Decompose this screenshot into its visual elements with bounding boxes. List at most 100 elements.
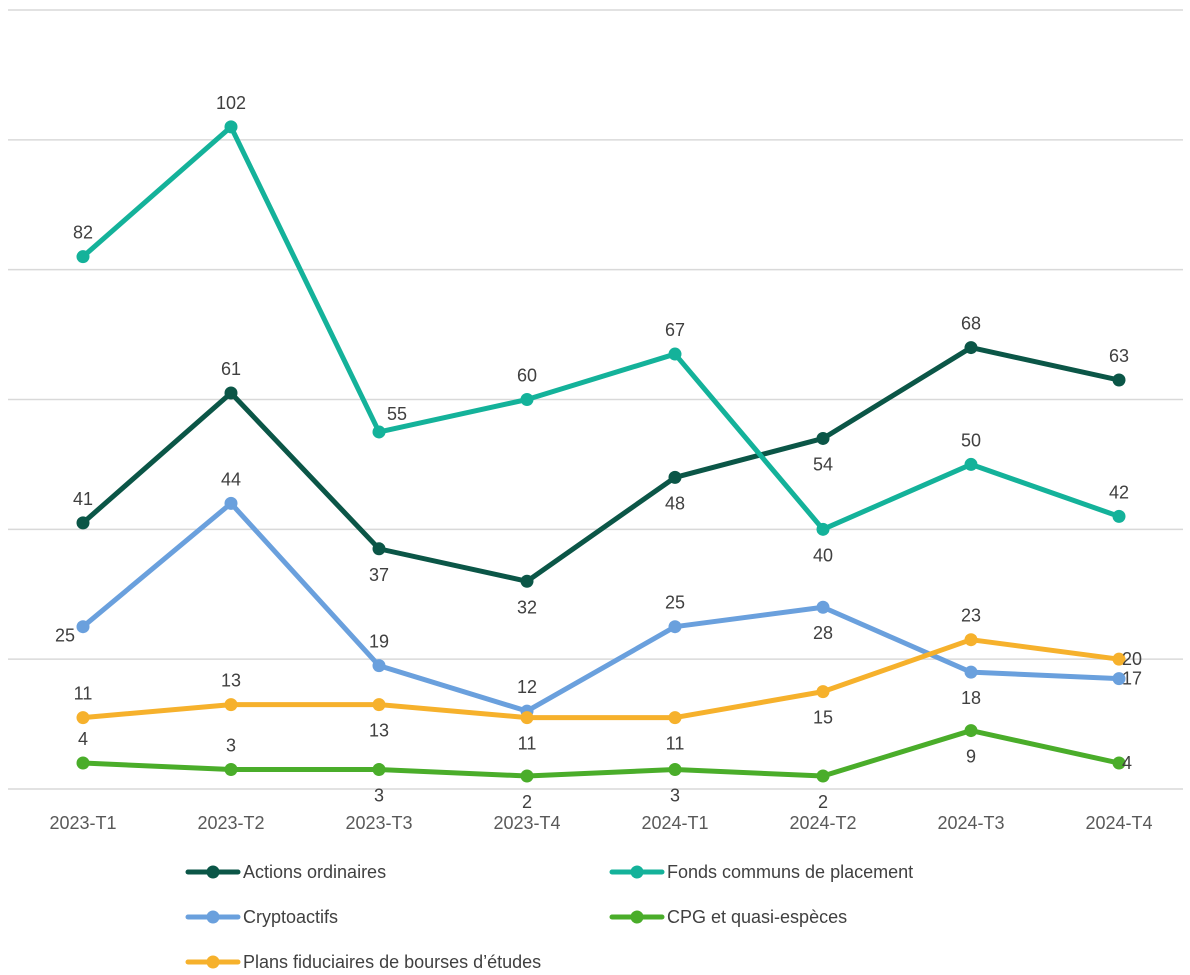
data-label-cryptoactifs: 25 — [665, 593, 685, 613]
data-point-cryptoactifs — [1112, 672, 1126, 686]
legend-label: CPG et quasi-espèces — [667, 907, 847, 927]
data-label-plans-fiduciaires-de-bourses-d-etudes: 20 — [1122, 649, 1142, 669]
data-point-plans-fiduciaires-de-bourses-d-etudes — [1112, 652, 1126, 666]
data-label-plans-fiduciaires-de-bourses-d-etudes: 11 — [518, 734, 537, 754]
x-tick-label: 2024-T4 — [1085, 813, 1152, 833]
data-label-cpg-et-quasi-especes: 4 — [78, 729, 88, 749]
data-label-actions-ordinaires: 54 — [813, 454, 833, 474]
data-label-actions-ordinaires: 68 — [961, 314, 981, 334]
x-tick-label: 2024-T2 — [789, 813, 856, 833]
gridlines — [8, 9, 1183, 790]
data-point-cpg-et-quasi-especes — [372, 763, 386, 777]
legend-item-actions-ordinaires: Actions ordinaires — [185, 862, 386, 882]
legend-label: Actions ordinaires — [243, 862, 386, 882]
data-label-cpg-et-quasi-especes: 2 — [818, 792, 828, 812]
data-point-fonds-communs-de-placement — [224, 120, 238, 134]
data-label-cryptoactifs: 17 — [1122, 669, 1142, 689]
legend-marker — [630, 910, 644, 924]
x-tick-label: 2024-T3 — [937, 813, 1004, 833]
x-tick-label: 2023-T2 — [197, 813, 264, 833]
data-label-fonds-communs-de-placement: 40 — [813, 545, 833, 565]
series-markers — [76, 120, 1126, 783]
data-label-plans-fiduciaires-de-bourses-d-etudes: 23 — [961, 606, 981, 626]
data-point-cryptoactifs — [816, 600, 830, 614]
data-point-actions-ordinaires — [76, 516, 90, 530]
data-label-actions-ordinaires: 63 — [1109, 346, 1129, 366]
data-point-cpg-et-quasi-especes — [224, 763, 238, 777]
series-lines — [80, 124, 1122, 779]
data-label-cpg-et-quasi-especes: 3 — [226, 736, 236, 756]
data-labels: 4161373248546863821025560674050422544191… — [55, 93, 1142, 812]
data-label-cryptoactifs: 18 — [961, 688, 981, 708]
data-label-fonds-communs-de-placement: 55 — [387, 404, 407, 424]
legend-item-cpg-et-quasi-especes: CPG et quasi-espèces — [609, 907, 847, 927]
x-tick-label: 2023-T3 — [345, 813, 412, 833]
series-line-cryptoactifs — [80, 500, 1122, 714]
series-line-actions-ordinaires — [80, 345, 1122, 584]
data-label-cpg-et-quasi-especes: 3 — [670, 786, 680, 806]
data-point-actions-ordinaires — [964, 341, 978, 355]
data-label-fonds-communs-de-placement: 50 — [961, 430, 981, 450]
x-tick-label: 2023-T4 — [493, 813, 560, 833]
legend-item-cryptoactifs: Cryptoactifs — [185, 907, 338, 927]
data-point-plans-fiduciaires-de-bourses-d-etudes — [372, 698, 386, 712]
data-point-fonds-communs-de-placement — [372, 425, 386, 439]
data-label-plans-fiduciaires-de-bourses-d-etudes: 11 — [666, 734, 685, 754]
data-point-cryptoactifs — [372, 659, 386, 673]
legend: Actions ordinaires Fonds communs de place… — [185, 862, 913, 972]
legend-marker — [206, 910, 220, 924]
data-point-cpg-et-quasi-especes — [668, 763, 682, 777]
data-point-cpg-et-quasi-especes — [816, 769, 830, 783]
data-label-fonds-communs-de-placement: 82 — [73, 223, 93, 243]
data-point-plans-fiduciaires-de-bourses-d-etudes — [76, 711, 90, 725]
data-label-actions-ordinaires: 48 — [665, 493, 685, 513]
data-point-plans-fiduciaires-de-bourses-d-etudes — [816, 685, 830, 699]
legend-item-plans-fiduciaires-de-bourses-d-etudes: Plans fiduciaires de bourses d’études — [185, 952, 541, 972]
data-label-cryptoactifs: 28 — [813, 623, 833, 643]
legend-label: Fonds communs de placement — [667, 862, 913, 882]
data-label-actions-ordinaires: 41 — [73, 489, 93, 509]
data-label-cpg-et-quasi-especes: 3 — [374, 786, 384, 806]
data-point-fonds-communs-de-placement — [668, 347, 682, 361]
data-point-cryptoactifs — [668, 620, 682, 634]
data-point-actions-ordinaires — [224, 386, 238, 400]
data-point-actions-ordinaires — [1112, 373, 1126, 387]
data-point-cryptoactifs — [224, 496, 238, 510]
data-label-fonds-communs-de-placement: 42 — [1109, 482, 1129, 502]
legend-label: Plans fiduciaires de bourses d’études — [243, 952, 541, 972]
data-label-actions-ordinaires: 61 — [221, 359, 241, 379]
data-label-cpg-et-quasi-especes: 2 — [522, 792, 532, 812]
data-label-cpg-et-quasi-especes: 4 — [1122, 753, 1132, 773]
data-point-actions-ordinaires — [816, 431, 830, 445]
data-label-cryptoactifs: 19 — [369, 632, 389, 652]
series-line-cpg-et-quasi-especes — [80, 728, 1122, 779]
series-line-fonds-communs-de-placement — [80, 124, 1122, 532]
data-point-plans-fiduciaires-de-bourses-d-etudes — [520, 711, 534, 725]
data-label-cryptoactifs: 12 — [517, 677, 537, 697]
data-point-fonds-communs-de-placement — [520, 393, 534, 406]
data-label-plans-fiduciaires-de-bourses-d-etudes: 15 — [813, 708, 833, 728]
data-label-plans-fiduciaires-de-bourses-d-etudes: 11 — [74, 684, 93, 704]
data-point-actions-ordinaires — [372, 542, 386, 556]
data-point-actions-ordinaires — [668, 470, 682, 484]
data-point-fonds-communs-de-placement — [76, 250, 90, 264]
data-point-plans-fiduciaires-de-bourses-d-etudes — [964, 633, 978, 647]
data-label-fonds-communs-de-placement: 60 — [517, 366, 537, 386]
data-label-fonds-communs-de-placement: 67 — [665, 320, 685, 340]
series-line-plans-fiduciaires-de-bourses-d-etudes — [80, 637, 1122, 721]
data-point-fonds-communs-de-placement — [964, 457, 978, 471]
data-point-fonds-communs-de-placement — [816, 522, 830, 536]
data-label-plans-fiduciaires-de-bourses-d-etudes: 13 — [369, 721, 389, 741]
x-tick-label: 2024-T1 — [641, 813, 708, 833]
data-point-cpg-et-quasi-especes — [964, 724, 978, 738]
legend-item-fonds-communs-de-placement: Fonds communs de placement — [609, 862, 913, 882]
legend-marker — [630, 865, 644, 879]
data-point-fonds-communs-de-placement — [1112, 509, 1126, 523]
data-label-cryptoactifs: 44 — [221, 469, 241, 489]
data-point-plans-fiduciaires-de-bourses-d-etudes — [224, 698, 238, 712]
data-point-cpg-et-quasi-especes — [76, 756, 90, 770]
data-label-actions-ordinaires: 37 — [369, 565, 389, 585]
x-tick-label: 2023-T1 — [49, 813, 116, 833]
